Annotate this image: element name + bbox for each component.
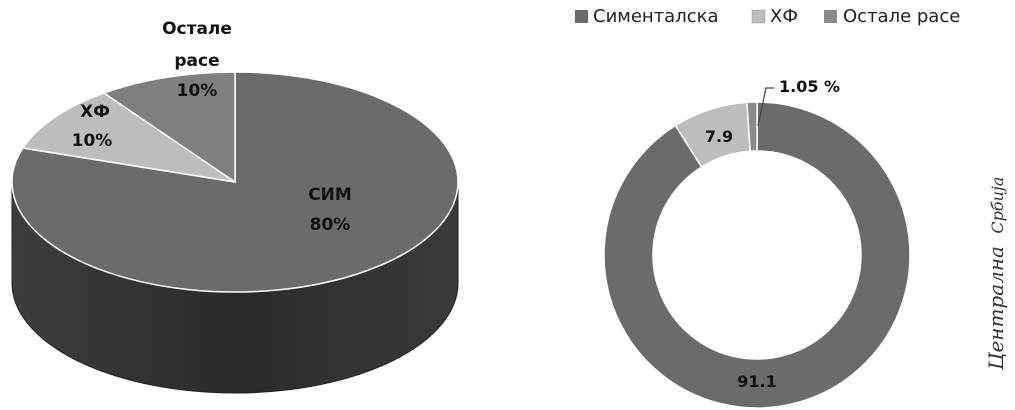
- donut-chart: Сименталска ХФ Остале расе 91.1 7.9 1.05…: [575, 6, 960, 409]
- pie-slice-other: [102, 71, 236, 184]
- pie-slice-hf: [21, 92, 236, 183]
- pie-slice-label-sim: СИМ: [308, 185, 352, 205]
- legend-label-hf: ХФ: [770, 6, 798, 27]
- svg-text:Централна Србија: Централна Србија: [984, 177, 1008, 371]
- side-region-label: Централна Србија: [984, 177, 1008, 371]
- legend-swatch-simental: [575, 10, 588, 23]
- donut-leader-line-other: [757, 87, 774, 127]
- donut-value-other: 1.05 %: [779, 77, 840, 96]
- side-label-part1: Централна: [984, 246, 1008, 371]
- donut-value-hf: 7.9: [705, 127, 733, 146]
- donut-slice-other: [746, 101, 758, 153]
- legend-label-simental: Сименталска: [593, 6, 719, 27]
- legend-swatch-hf: [751, 9, 766, 24]
- pie-slice-value-sim: 80%: [310, 215, 351, 235]
- side-label-part2: Србија: [988, 177, 1007, 234]
- pie-slice-value-other: 10%: [177, 81, 218, 101]
- pie-slice-label-other-line1: Остале: [162, 19, 232, 39]
- donut-slice-simental: [603, 101, 911, 409]
- donut-value-simental: 91.1: [737, 372, 776, 391]
- legend: Сименталска ХФ Остале расе: [575, 6, 960, 27]
- pie-slice-label-other-line2: расе: [174, 51, 219, 71]
- pie-slice-label-hf: ХФ: [80, 102, 110, 122]
- pie-chart-3d: СИМ 80% ХФ 10% Остале расе 10%: [11, 19, 459, 394]
- pie-slice-value-hf: 10%: [72, 131, 113, 151]
- legend-label-other: Остале расе: [843, 6, 960, 27]
- legend-swatch-other: [824, 10, 837, 23]
